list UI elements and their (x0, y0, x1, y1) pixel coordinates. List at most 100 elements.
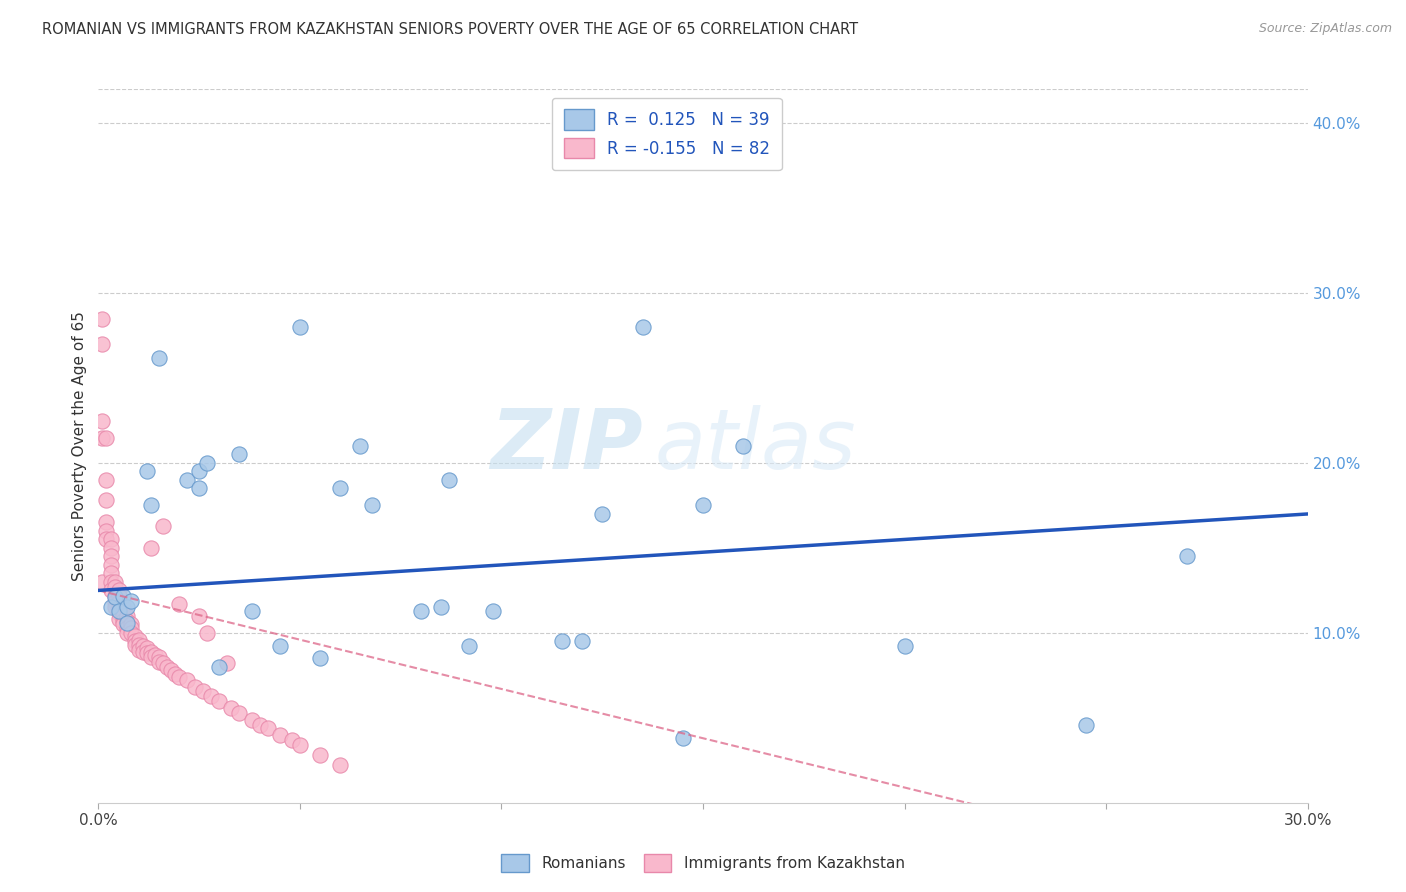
Point (100, 533, 122, 547)
Point (256, 721, 278, 735)
Point (135, 641, 157, 656)
Point (124, 638, 146, 652)
Point (111, 600, 134, 615)
Point (458, 640, 481, 654)
Point (217, 657, 239, 671)
Point (103, 591, 125, 605)
Point (135, 465, 157, 479)
Point (200, 689, 222, 703)
Point (143, 648, 166, 662)
Point (91, 311, 114, 326)
Point (1175, 549, 1198, 564)
Legend: Romanians, Immigrants from Kazakhstan: Romanians, Immigrants from Kazakhstan (494, 846, 912, 880)
Point (107, 612, 129, 626)
Point (111, 614, 134, 628)
Point (100, 583, 122, 598)
Point (152, 519, 174, 533)
Point (139, 499, 162, 513)
Point (309, 651, 332, 665)
Point (107, 589, 129, 603)
Point (96, 524, 118, 538)
Legend: R =  0.125   N = 39, R = -0.155   N = 82: R = 0.125 N = 39, R = -0.155 N = 82 (553, 97, 782, 169)
Point (120, 617, 142, 632)
Point (91, 430, 114, 444)
Y-axis label: Seniors Poverty Over the Age of 65: Seniors Poverty Over the Age of 65 (72, 311, 87, 581)
Point (329, 482, 352, 496)
Text: atlas: atlas (655, 406, 856, 486)
Point (148, 351, 170, 365)
Point (139, 644, 162, 658)
Text: ROMANIAN VS IMMIGRANTS FROM KAZAKHSTAN SENIORS POVERTY OVER THE AGE OF 65 CORREL: ROMANIAN VS IMMIGRANTS FROM KAZAKHSTAN S… (42, 22, 858, 37)
Point (208, 660, 231, 674)
Point (591, 507, 613, 521)
Point (111, 589, 134, 603)
Point (103, 574, 125, 589)
Point (148, 649, 170, 664)
Point (132, 644, 155, 658)
Point (103, 589, 125, 603)
Point (176, 673, 198, 688)
Point (148, 655, 170, 669)
Point (103, 580, 125, 594)
Point (281, 733, 304, 747)
Point (107, 583, 129, 598)
Point (167, 597, 190, 611)
Point (115, 621, 138, 635)
Point (188, 482, 211, 496)
Point (309, 748, 332, 763)
Point (221, 700, 243, 714)
Point (195, 456, 218, 470)
Point (100, 541, 122, 555)
Point (176, 473, 198, 487)
Point (188, 465, 211, 479)
Point (100, 566, 122, 581)
Point (124, 629, 146, 643)
Point (111, 608, 134, 623)
Point (631, 320, 654, 334)
Point (551, 634, 574, 648)
Point (135, 646, 157, 660)
Point (430, 600, 453, 615)
Point (240, 604, 263, 618)
Point (269, 728, 291, 742)
Point (100, 558, 122, 572)
Point (228, 706, 250, 720)
Point (115, 626, 138, 640)
Point (100, 600, 122, 615)
Point (482, 604, 505, 618)
Point (115, 600, 138, 615)
Point (240, 713, 263, 727)
Point (228, 448, 250, 462)
Point (692, 499, 714, 513)
Point (96, 533, 118, 547)
Point (193, 683, 215, 698)
Point (120, 593, 142, 607)
Point (115, 614, 138, 628)
Point (160, 663, 183, 677)
Point (107, 600, 129, 615)
Point (120, 626, 142, 640)
Point (249, 717, 271, 731)
Point (409, 604, 432, 618)
Point (91, 574, 114, 589)
Point (329, 758, 352, 772)
Point (115, 615, 138, 630)
Point (96, 430, 118, 444)
Point (156, 660, 179, 674)
Point (124, 634, 146, 648)
Point (1074, 717, 1097, 731)
Point (195, 626, 218, 640)
Point (128, 638, 150, 652)
Point (103, 600, 125, 615)
Point (96, 516, 118, 530)
Point (107, 595, 129, 609)
Point (96, 473, 118, 487)
Point (111, 606, 134, 620)
Point (107, 606, 129, 620)
Point (163, 666, 186, 681)
Point (111, 617, 134, 632)
Point (91, 337, 114, 351)
Point (188, 608, 211, 623)
Point (132, 640, 155, 654)
Point (288, 738, 311, 752)
